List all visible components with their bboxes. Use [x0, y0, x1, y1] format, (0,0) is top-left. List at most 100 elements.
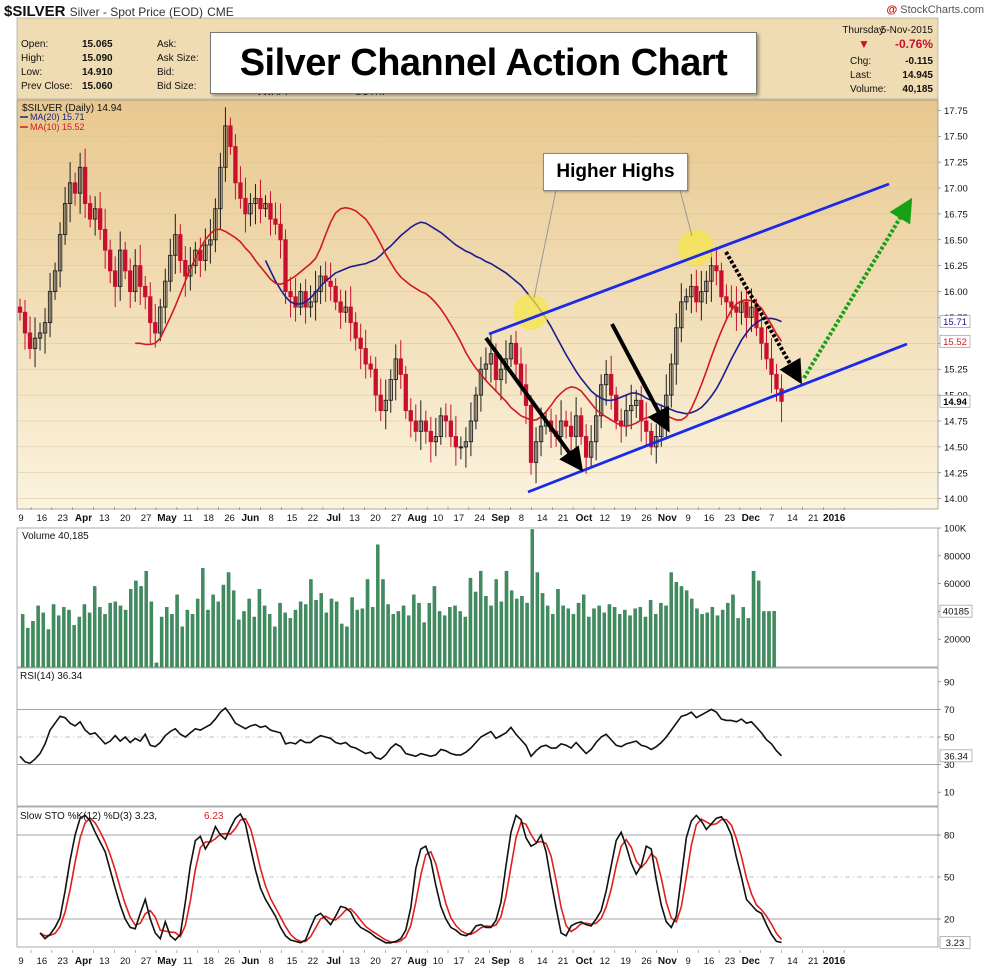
price-candle: [699, 291, 704, 303]
stoch-legend: Slow STO %K(12) %D(3) 3.23,: [20, 811, 157, 822]
price-candle: [774, 373, 779, 390]
volume-bar: [195, 598, 200, 668]
price-candle: [739, 301, 744, 313]
price-candle: [719, 270, 724, 298]
volume-bar: [731, 594, 735, 668]
volume-y-tick-label: 100K: [944, 524, 967, 535]
x-tick-label-bottom: 9: [18, 956, 23, 967]
volume-bar: [185, 609, 190, 668]
price-candle: [639, 399, 644, 422]
quote-value: 15.060: [82, 81, 113, 92]
price-candle: [72, 182, 78, 194]
price-candle: [694, 285, 699, 303]
volume-bar: [612, 607, 617, 668]
brand-label[interactable]: @ StockCharts.com: [886, 4, 984, 16]
volume-bar: [257, 589, 262, 668]
x-tick-label: 15: [287, 513, 298, 524]
x-tick-label-bottom: 16: [704, 956, 715, 967]
stoch-k-line: [39, 812, 782, 944]
volume-bar: [772, 610, 776, 668]
stoch-legend-d: 6.23: [204, 811, 224, 822]
x-tick-label: Apr: [75, 513, 92, 524]
volume-bar: [360, 608, 365, 668]
x-tick-label-bottom: Dec: [742, 956, 761, 967]
volume-bar: [602, 612, 607, 668]
volume-bar: [504, 570, 509, 668]
volume-bar: [345, 626, 349, 668]
y-tick-label: 17.50: [944, 132, 968, 143]
price-candle: [538, 425, 544, 443]
price-candle: [293, 296, 298, 308]
price-candle: [168, 254, 173, 282]
volume-bar: [355, 609, 359, 668]
volume-bar: [756, 580, 761, 668]
x-tick-label: 23: [725, 513, 736, 524]
price-candle: [769, 358, 774, 375]
volume-bar: [576, 602, 581, 668]
volume-bar: [92, 586, 97, 668]
price-candle: [173, 234, 178, 256]
volume-bar: [417, 602, 421, 668]
volume-bar: [669, 572, 673, 668]
volume-bar: [221, 584, 226, 668]
last-value-volume: 40185: [943, 607, 969, 618]
volume-bar: [242, 611, 246, 668]
quote-label: Prev Close:: [21, 81, 73, 92]
volume-bar: [180, 626, 184, 668]
price-candle: [238, 182, 243, 199]
quote-label: High:: [21, 53, 44, 64]
rsi-y-tick-label: 90: [944, 677, 955, 688]
price-candle: [22, 311, 28, 334]
annotation-higher-highs: Higher Highs: [543, 153, 688, 191]
x-tick-label-bottom: 13: [349, 956, 360, 967]
x-tick-label: 20: [370, 513, 381, 524]
price-candle: [463, 441, 469, 448]
volume-bar: [262, 605, 267, 668]
price-candle: [233, 146, 238, 184]
ma10-line: [135, 206, 783, 427]
price-candle: [333, 285, 338, 303]
price-candle: [343, 306, 348, 313]
volume-bar: [314, 600, 318, 668]
quote-label: Ask Size:: [157, 53, 199, 64]
volume-bar: [648, 600, 653, 668]
volume-bar: [484, 595, 488, 668]
rsi-y-tick-label: 30: [944, 760, 955, 771]
stoch-y-tick-label: 80: [944, 831, 955, 842]
price-candle: [123, 249, 128, 272]
volume-bar: [67, 609, 71, 668]
volume-bar: [201, 568, 205, 668]
volume-bar: [252, 616, 257, 668]
price-candle: [52, 270, 58, 293]
volume-bar: [278, 602, 282, 668]
x-tick-label: 21: [558, 513, 569, 524]
price-candle: [413, 420, 418, 432]
price-candle: [328, 280, 333, 287]
price-candle: [679, 301, 684, 329]
volume-bar: [283, 612, 287, 668]
volume-bar: [139, 586, 143, 668]
volume-bar: [690, 598, 694, 668]
volume-bar: [165, 607, 169, 668]
volume-bar: [726, 602, 730, 668]
volume-bar: [62, 607, 66, 668]
volume-bar: [427, 602, 432, 668]
volume-bar: [556, 589, 560, 668]
price-candle: [568, 425, 574, 437]
price-candle: [208, 239, 213, 246]
price-candle: [588, 441, 594, 458]
price-candle: [558, 420, 564, 437]
quote-label: Low:: [21, 67, 42, 78]
volume-bar: [746, 618, 751, 668]
x-tick-label: May: [157, 513, 177, 524]
projected-down-arrow: [724, 251, 802, 385]
y-tick-label: 16.00: [944, 287, 968, 298]
callout-leader: [533, 189, 557, 299]
x-tick-label-bottom: 14: [537, 956, 548, 967]
x-tick-label: 13: [99, 513, 110, 524]
volume-bar: [705, 612, 709, 668]
x-tick-label-bottom: 24: [474, 956, 485, 967]
price-candle: [62, 203, 68, 236]
volume-bar: [684, 590, 689, 668]
x-tick-label-bottom: 18: [203, 956, 214, 967]
